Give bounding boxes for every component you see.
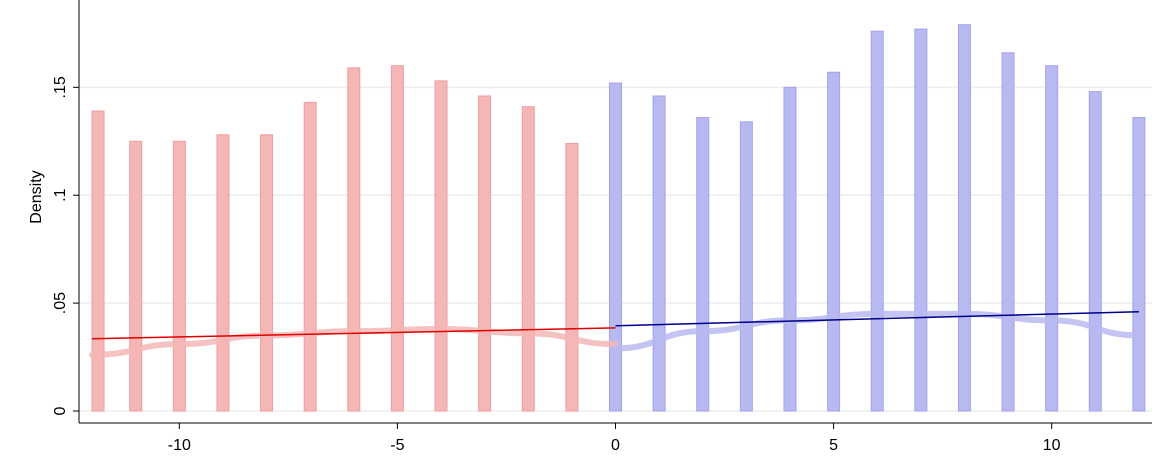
- bar-right-8: [957, 24, 971, 412]
- x-tick-label: -10: [168, 437, 191, 454]
- x-tick-label: 10: [1043, 437, 1061, 454]
- y-tick-label: .15: [52, 76, 69, 98]
- bar-right-9: [1001, 52, 1015, 412]
- y-tick-label: .05: [52, 292, 69, 314]
- bar-right-1: [652, 95, 666, 412]
- y-tick-label: 0: [52, 406, 69, 415]
- x-tick-label: -5: [390, 437, 404, 454]
- bar-right-6: [870, 30, 884, 412]
- bar-left--2: [521, 106, 535, 412]
- y-axis-label: Density: [28, 170, 45, 223]
- bar-left--5: [390, 65, 404, 412]
- bars: [91, 24, 1146, 412]
- bar-right-10: [1045, 65, 1059, 412]
- smooth-curve-left: [89, 325, 619, 358]
- bar-left--12: [91, 110, 105, 412]
- x-tick-label: 0: [611, 437, 620, 454]
- bar-right-3: [739, 121, 753, 412]
- x-tick-label: 5: [829, 437, 838, 454]
- fit-lines: [92, 310, 1139, 340]
- bar-right-12: [1132, 117, 1146, 412]
- smooth-curves: [89, 310, 1142, 358]
- bar-left--4: [434, 80, 448, 412]
- bar-right-4: [783, 86, 797, 412]
- bar-right-0: [609, 82, 622, 412]
- bar-left--1: [565, 142, 579, 412]
- fit-line-right: [615, 310, 1139, 327]
- ticks: -10 -5 0 5 10 0 .05 .1 .15: [52, 76, 1061, 454]
- bar-right-5: [827, 71, 841, 412]
- bar-right-2: [696, 117, 710, 412]
- bar-left--7: [303, 101, 317, 412]
- bar-left--6: [347, 67, 361, 412]
- bar-left--8: [260, 134, 274, 412]
- bar-left--9: [216, 134, 230, 412]
- bar-right-7: [914, 28, 928, 412]
- bar-right-11: [1088, 91, 1102, 412]
- y-tick-label: .1: [52, 188, 69, 201]
- bar-left--10: [172, 140, 186, 412]
- bar-left--3: [478, 95, 492, 412]
- fit-line-left: [92, 327, 616, 340]
- bar-left--11: [129, 140, 143, 412]
- smooth-curve-right: [612, 310, 1142, 352]
